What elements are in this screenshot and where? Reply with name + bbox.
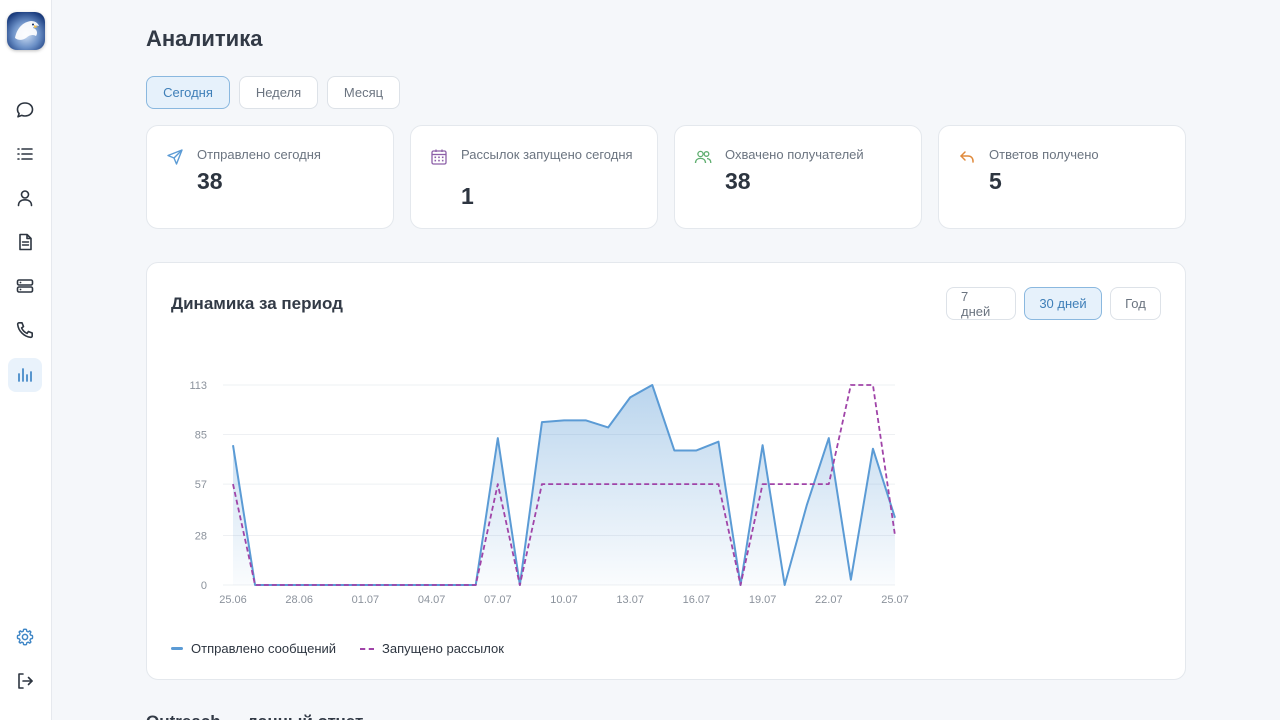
tab-30-days[interactable]: 30 дней [1024, 287, 1102, 320]
range-tabs: Сегодня Неделя Месяц [146, 76, 400, 109]
x-tick-label: 22.07 [815, 594, 843, 606]
stat-label: Отправлено сегодня [197, 147, 321, 162]
sidebar-item-analytics[interactable] [8, 358, 42, 392]
sidebar-item-logout[interactable] [8, 664, 42, 698]
tab-7-days[interactable]: 7 дней [946, 287, 1016, 320]
legend-swatch-sent [171, 647, 183, 650]
stats-cards: Отправлено сегодня 38 Рассылок запущено … [146, 125, 1186, 229]
x-tick-label: 16.07 [683, 594, 711, 606]
sidebar-item-contacts[interactable] [8, 181, 42, 215]
x-tick-label: 25.07 [881, 594, 909, 606]
document-icon [19, 233, 32, 251]
next-section-title: Outreach — данный отчет [146, 712, 363, 720]
chat-icon [16, 102, 34, 118]
x-tick-label: 07.07 [484, 594, 512, 606]
legend-launched[interactable]: Запущено рассылок [360, 641, 504, 656]
stat-label: Рассылок запущено сегодня [461, 147, 633, 162]
tab-year[interactable]: Год [1110, 287, 1161, 320]
sidebar-item-templates[interactable] [8, 225, 42, 259]
sidebar-item-servers[interactable] [8, 269, 42, 303]
y-tick-label: 85 [195, 430, 207, 442]
logout-icon [18, 673, 33, 689]
legend-label-sent: Отправлено сообщений [191, 641, 337, 656]
sidebar-item-calls[interactable] [8, 313, 42, 347]
stat-card-campaigns: Рассылок запущено сегодня 1 [410, 125, 658, 229]
x-tick-label: 28.06 [285, 594, 313, 606]
stat-value: 38 [197, 168, 223, 194]
sidebar-item-settings[interactable] [8, 620, 42, 654]
dynamics-chart: 0 28 57 85 113 25.06 28.06 01.07 04.07 07.07 10.07… [189, 380, 909, 606]
tab-today[interactable]: Сегодня [146, 76, 230, 109]
page-title: Аналитика [146, 26, 263, 51]
y-tick-label: 28 [195, 530, 207, 542]
stat-card-sent: Отправлено сегодня 38 [146, 125, 394, 229]
legend-sent[interactable]: Отправлено сообщений [171, 641, 336, 656]
main-content: Аналитика Сегодня Неделя Месяц Отправлен… [146, 0, 1186, 720]
tab-week[interactable]: Неделя [239, 76, 318, 109]
x-tick-label: 01.07 [352, 594, 380, 606]
stat-value: 38 [725, 168, 751, 194]
chart-title: Динамика за период [171, 294, 343, 313]
x-tick-label: 13.07 [616, 594, 644, 606]
calendar-icon [431, 149, 447, 165]
chart-legend: Отправлено сообщений Запущено рассылок [171, 641, 504, 656]
stat-value: 5 [989, 168, 1002, 194]
analytics-icon [18, 368, 32, 382]
sent-area [233, 385, 895, 585]
y-tick-label: 0 [201, 580, 207, 592]
users-icon [694, 150, 712, 164]
stat-value: 1 [461, 183, 474, 209]
legend-swatch-launched [360, 647, 375, 650]
x-tick-label: 19.07 [749, 594, 777, 606]
x-tick-label: 10.07 [550, 594, 578, 606]
x-tick-label: 04.07 [418, 594, 446, 606]
user-icon [17, 190, 33, 207]
server-icon [16, 279, 34, 293]
y-tick-label: 57 [195, 479, 207, 491]
list-icon [17, 148, 33, 160]
eagle-logo-icon [15, 21, 39, 40]
app-logo[interactable] [7, 12, 45, 50]
send-icon [167, 149, 183, 165]
settings-icon [16, 628, 34, 646]
sidebar [0, 0, 52, 720]
stat-label: Ответов получено [989, 147, 1099, 162]
tab-month[interactable]: Месяц [327, 76, 400, 109]
y-tick-label: 113 [189, 380, 207, 392]
sent-line [232, 384, 896, 586]
reply-icon [960, 151, 974, 163]
x-tick-label: 25.06 [219, 594, 247, 606]
legend-label-launched: Запущено рассылок [382, 641, 504, 656]
stat-card-replies: Ответов получено 5 [938, 125, 1186, 229]
sidebar-item-chats[interactable] [8, 93, 42, 127]
phone-icon [16, 322, 33, 339]
stat-card-recipients: Охвачено получателей 38 [674, 125, 922, 229]
period-tabs: 7 дней 30 дней Год [946, 287, 1161, 320]
sidebar-item-lists[interactable] [8, 137, 42, 171]
stat-label: Охвачено получателей [725, 147, 864, 162]
